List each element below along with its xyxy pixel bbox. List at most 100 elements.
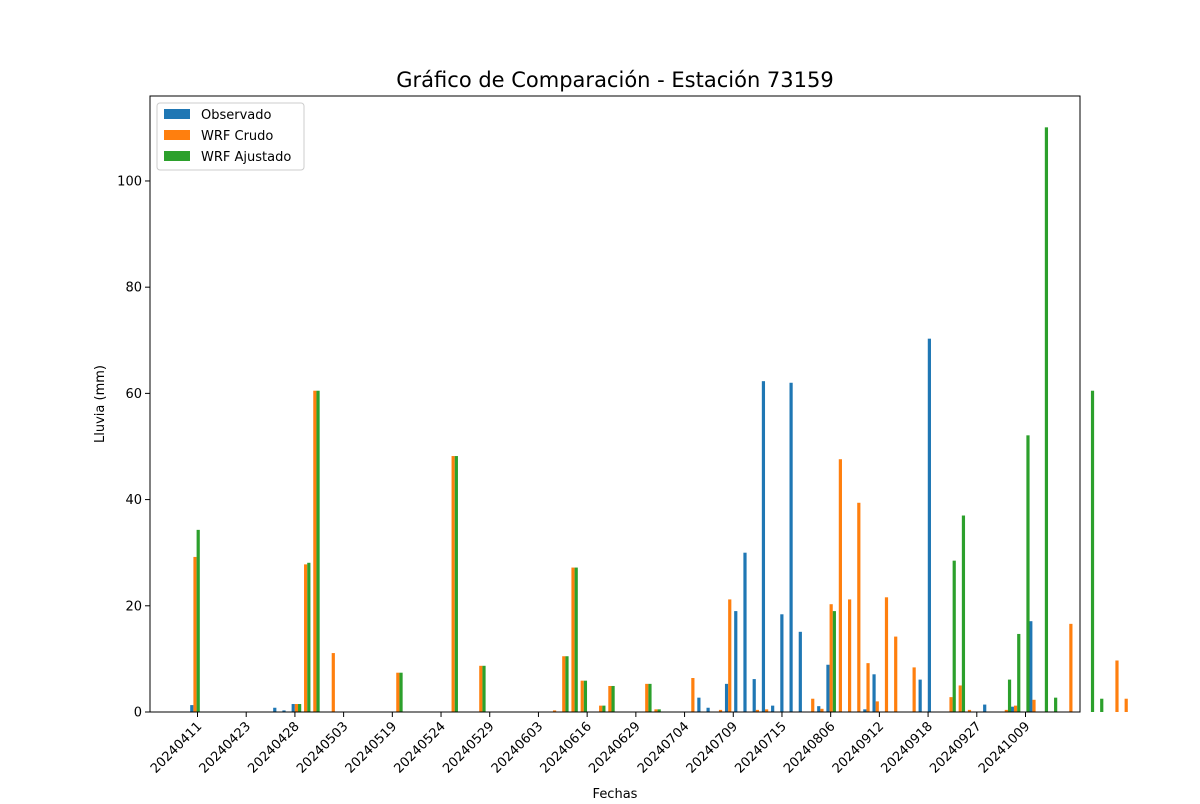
bar-wrf-crudo — [857, 502, 861, 712]
bar-wrf-ajustado — [1100, 698, 1104, 712]
bar-wrf-crudo — [608, 685, 612, 712]
bar-observado — [771, 705, 775, 712]
bar-observado — [273, 707, 277, 712]
bar-observado — [789, 382, 793, 712]
bar-wrf-crudo — [838, 459, 842, 712]
legend-label-wrf-crudo: WRF Crudo — [201, 129, 273, 144]
bar-wrf-crudo — [571, 567, 575, 712]
bar-wrf-ajustado — [1017, 633, 1021, 712]
bar-wrf-crudo — [580, 680, 584, 712]
bar-wrf-ajustado — [583, 680, 588, 712]
bar-wrf-crudo — [755, 709, 760, 712]
chart-title: Gráfico de Comparación - Estación 73159 — [396, 68, 833, 92]
bar-wrf-crudo — [1069, 623, 1073, 712]
bar-wrf-crudo — [884, 597, 889, 712]
bar-observado — [752, 679, 756, 712]
bar-wrf-ajustado — [1026, 435, 1030, 712]
bar-wrf-crudo — [967, 709, 972, 712]
bar-wrf-ajustado — [307, 562, 311, 712]
legend-swatch-observado — [164, 109, 190, 119]
bar-observado — [1029, 621, 1033, 712]
bar-wrf-ajustado — [952, 560, 956, 712]
bar-wrf-ajustado — [574, 567, 578, 712]
y-tick-label: 80 — [125, 281, 142, 296]
bar-wrf-crudo — [912, 667, 916, 712]
bar-observado — [282, 710, 286, 712]
bar-observado — [291, 704, 295, 712]
bar-wrf-crudo — [645, 683, 649, 712]
bar-wrf-ajustado — [298, 704, 302, 712]
bar-wrf-crudo — [599, 705, 603, 712]
y-tick-label: 100 — [117, 174, 142, 189]
bar-observado — [734, 611, 738, 712]
bar-wrf-ajustado — [454, 456, 458, 712]
plot-area-frame — [149, 95, 1081, 713]
bar-observado — [872, 674, 876, 712]
bar-observado — [863, 709, 867, 712]
bar-observado — [697, 697, 701, 712]
bar-observado — [1010, 706, 1014, 712]
bar-wrf-crudo — [1032, 699, 1036, 712]
bar-wrf-crudo — [552, 710, 557, 712]
bar-wrf-crudo — [866, 663, 870, 712]
bar-observado — [927, 338, 931, 712]
bar-wrf-ajustado — [565, 656, 569, 712]
legend-swatch-wrf-ajustado — [164, 151, 190, 161]
bar-wrf-ajustado — [482, 665, 486, 712]
bar-wrf-crudo — [718, 709, 723, 712]
bar-observado — [983, 704, 987, 712]
legend-frame — [156, 102, 305, 171]
bar-wrf-ajustado — [961, 515, 966, 712]
bar-wrf-ajustado — [657, 709, 661, 712]
bar-wrf-ajustado — [1054, 697, 1058, 712]
bar-wrf-crudo — [479, 665, 483, 712]
y-tick-label: 60 — [125, 387, 142, 402]
bar-observado — [817, 706, 821, 712]
bar-wrf-crudo — [848, 599, 852, 712]
bar-wrf-crudo — [451, 456, 455, 712]
bar-wrf-ajustado — [196, 529, 200, 712]
bar-wrf-crudo — [1004, 709, 1008, 712]
bar-observado — [724, 683, 729, 712]
y-tick-label: 20 — [125, 599, 142, 614]
bar-wrf-crudo — [811, 698, 815, 712]
bar-wrf-ajustado — [648, 683, 652, 712]
bar-wrf-crudo — [875, 701, 879, 712]
bar-wrf-ajustado — [1044, 127, 1049, 712]
legend-label-observado: Observado — [201, 108, 272, 123]
bar-wrf-crudo — [396, 672, 400, 712]
bar-observado — [798, 631, 802, 712]
bar-wrf-crudo — [949, 697, 953, 712]
bar-wrf-ajustado — [399, 672, 403, 712]
legend-label-wrf-ajustado: WRF Ajustado — [201, 150, 291, 165]
bar-wrf-crudo — [765, 709, 769, 712]
bar-wrf-ajustado — [602, 705, 606, 712]
bar-wrf-ajustado — [832, 611, 836, 712]
bar-wrf-ajustado — [611, 685, 615, 712]
bar-observado — [761, 381, 766, 712]
bar-wrf-ajustado — [316, 390, 320, 712]
bar-wrf-crudo — [331, 653, 335, 712]
bar-observado — [706, 707, 710, 712]
bar-wrf-crudo — [691, 678, 695, 712]
bar-wrf-crudo — [304, 564, 308, 712]
legend: Observado WRF Crudo WRF Ajustado — [156, 102, 305, 171]
bar-observado — [826, 664, 830, 712]
bar-wrf-crudo — [1115, 660, 1119, 712]
bar-wrf-crudo — [1013, 705, 1018, 712]
bars-layer — [190, 127, 1128, 712]
bar-wrf-ajustado — [1090, 390, 1095, 712]
bar-wrf-crudo — [313, 390, 317, 712]
bar-wrf-ajustado — [1007, 679, 1012, 712]
bar-wrf-crudo — [1124, 698, 1128, 712]
y-tick-label: 40 — [125, 493, 142, 508]
bar-wrf-crudo — [894, 636, 898, 712]
bar-wrf-crudo — [958, 685, 962, 712]
bar-wrf-crudo — [728, 599, 732, 712]
bar-wrf-crudo — [294, 704, 299, 712]
bar-observado — [190, 705, 194, 712]
bar-observado — [918, 679, 922, 712]
y-axis-label: Lluvia (mm) — [93, 365, 108, 443]
